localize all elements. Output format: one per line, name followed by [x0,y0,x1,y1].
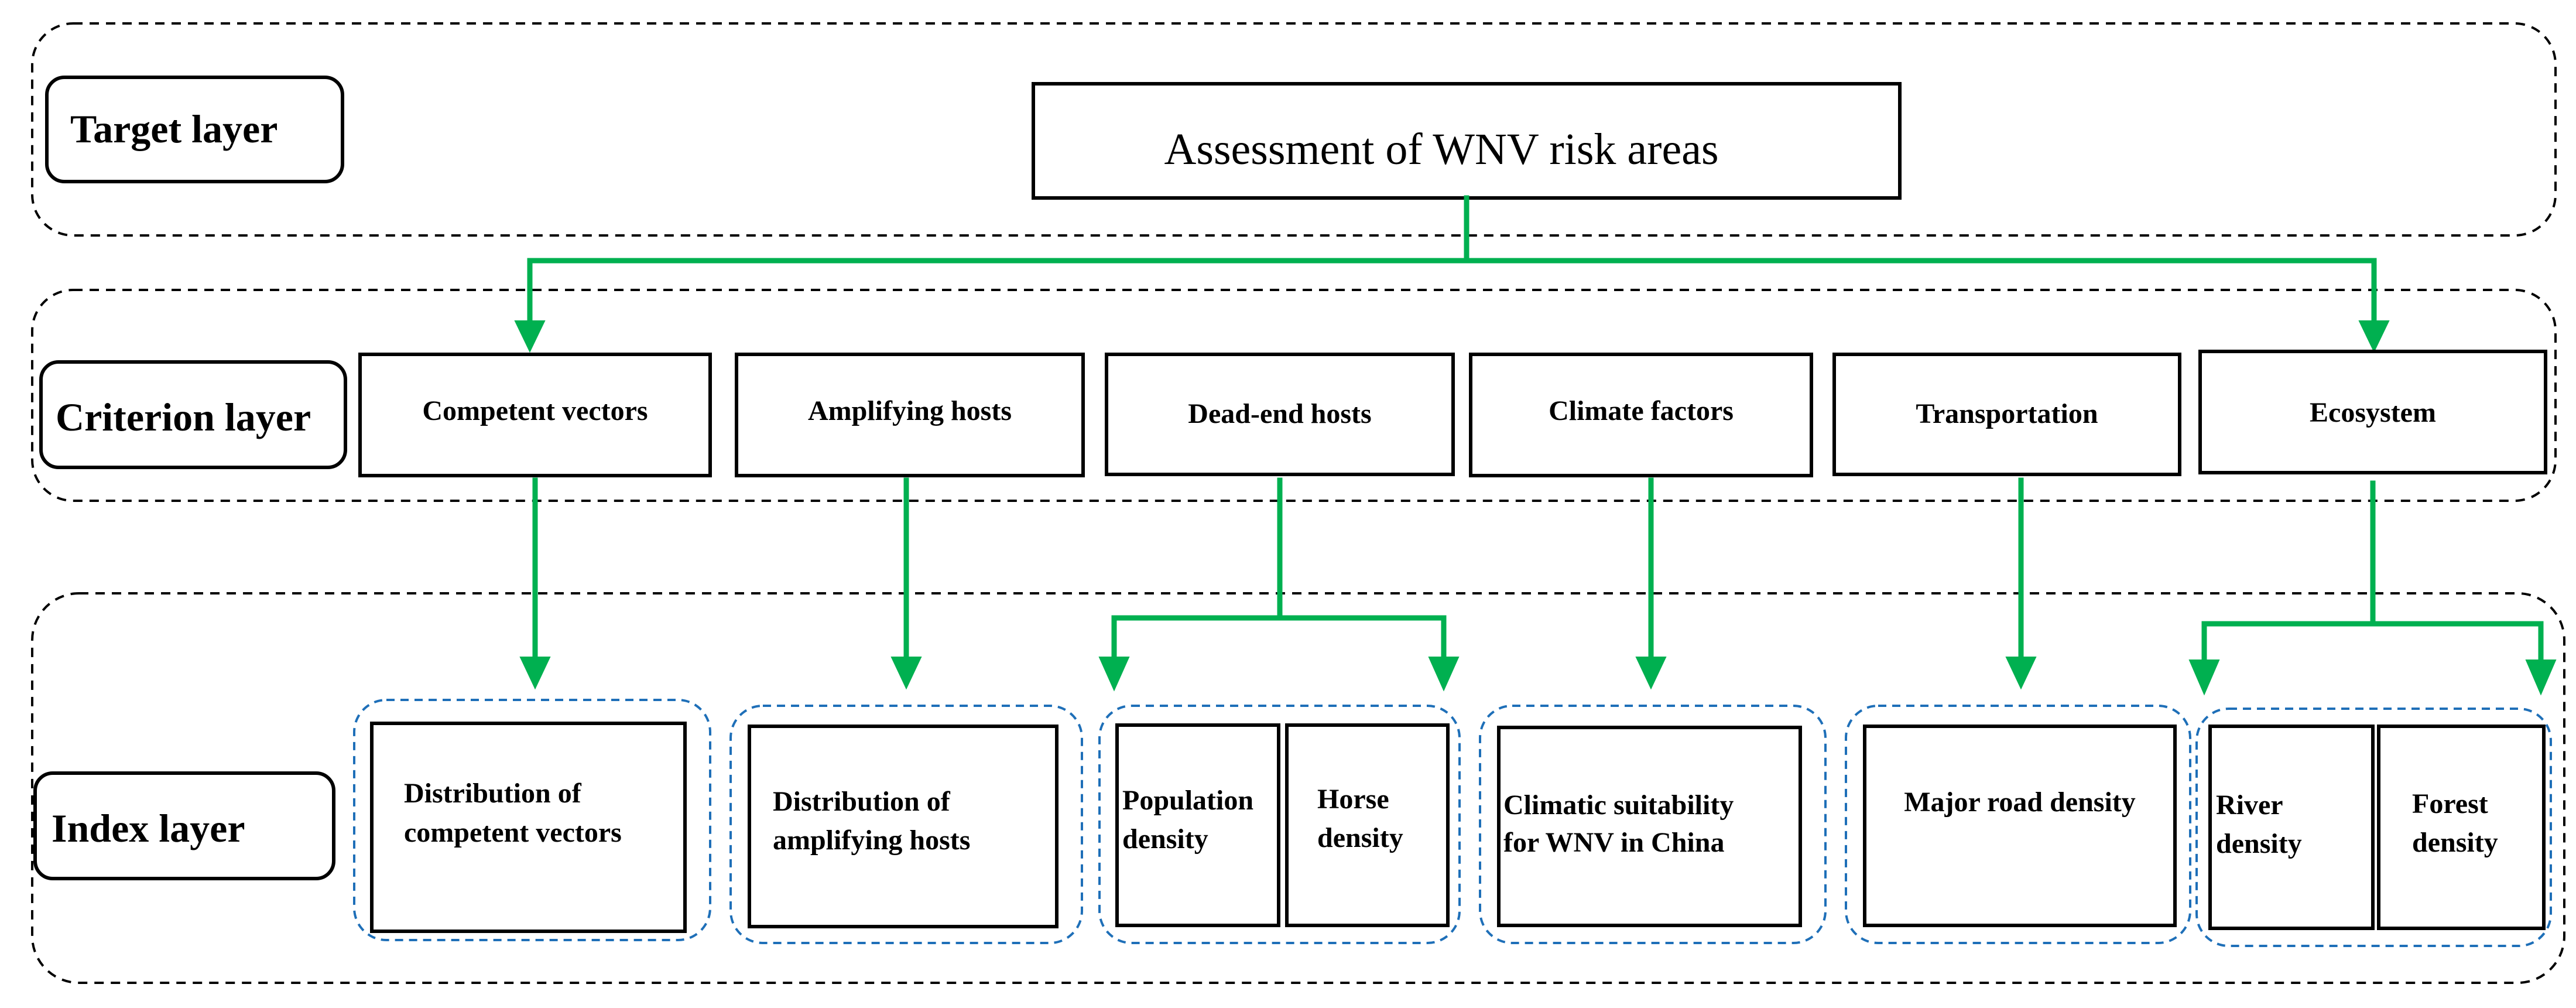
criterion-node-climate-factors: Climate factors [1469,353,1813,477]
svg-text:Index layer: Index layer [52,806,245,850]
svg-text:Criterion layer: Criterion layer [56,395,311,439]
svg-text:Horse: Horse [1317,784,1389,815]
index-node-distribution-amplifying-hosts: Distribution of amplifying hosts [748,725,1059,928]
index-group-amplifying-hosts [729,705,1083,944]
svg-text:for WNV in China: for WNV in China [1503,827,1724,858]
index-layer-band [31,592,2565,984]
criterion-node-dead-end-hosts: Dead-end hosts [1105,353,1455,476]
criterion-node-ecosystem: Ecosystem [2198,350,2547,474]
index-group-ecosystem [2195,708,2552,947]
svg-text:Transportation: Transportation [1916,398,2098,429]
svg-text:density: density [2412,827,2498,858]
svg-text:Climatic suitability: Climatic suitability [1503,790,1734,821]
svg-text:River: River [2216,790,2283,821]
svg-text:Forest: Forest [2412,788,2488,819]
svg-text:Dead-end hosts: Dead-end hosts [1188,398,1371,429]
index-node-river-density: River density [2208,725,2375,930]
svg-text:Major road density: Major road density [1904,787,2136,818]
index-group-dead-end-hosts [1098,705,1461,944]
svg-text:Target layer: Target layer [70,107,278,151]
index-group-transportation [1845,705,2191,944]
index-node-horse-density: Horse density [1285,723,1450,927]
svg-text:Competent vectors: Competent vectors [422,395,648,426]
target-node: Assessment of WNV risk areas [1032,82,1902,200]
index-layer-label: Index layer [33,771,335,880]
svg-text:density: density [2216,828,2302,859]
svg-text:Distribution of: Distribution of [404,778,582,809]
index-node-distribution-competent-vectors: Distribution of competent vectors [370,722,687,933]
target-connectors [514,195,2390,353]
svg-text:Assessment of WNV risk areas: Assessment of WNV risk areas [1164,125,1718,174]
criterion-node-amplifying-hosts: Amplifying hosts [735,353,1085,477]
criterion-node-competent-vectors: Competent vectors [358,353,712,477]
target-layer-label: Target layer [45,76,344,183]
svg-text:density: density [1122,824,1208,855]
svg-text:Population: Population [1122,785,1253,816]
index-node-climatic-suitability: Climatic suitability for WNV in China [1497,726,1802,927]
criterion-layer-label: Criterion layer [39,360,347,469]
index-group-climate-factors [1479,705,1827,944]
index-group-competent-vectors [353,699,711,941]
index-node-forest-density: Forest density [2377,725,2546,930]
criterion-node-transportation: Transportation [1832,353,2181,476]
svg-text:Ecosystem: Ecosystem [2310,397,2436,428]
target-layer-band [31,22,2557,237]
svg-text:Amplifying hosts: Amplifying hosts [808,395,1012,426]
criterion-connectors [519,477,2557,696]
index-node-major-road-density: Major road density [1863,725,2177,927]
svg-text:density: density [1317,822,1403,853]
svg-text:Distribution of: Distribution of [773,786,951,817]
svg-text:Climate factors: Climate factors [1549,395,1734,426]
svg-text:amplifying hosts: amplifying hosts [773,825,970,856]
index-node-population-density: Population density [1115,723,1280,927]
criterion-layer-band [31,289,2557,502]
svg-text:competent vectors: competent vectors [404,817,622,848]
